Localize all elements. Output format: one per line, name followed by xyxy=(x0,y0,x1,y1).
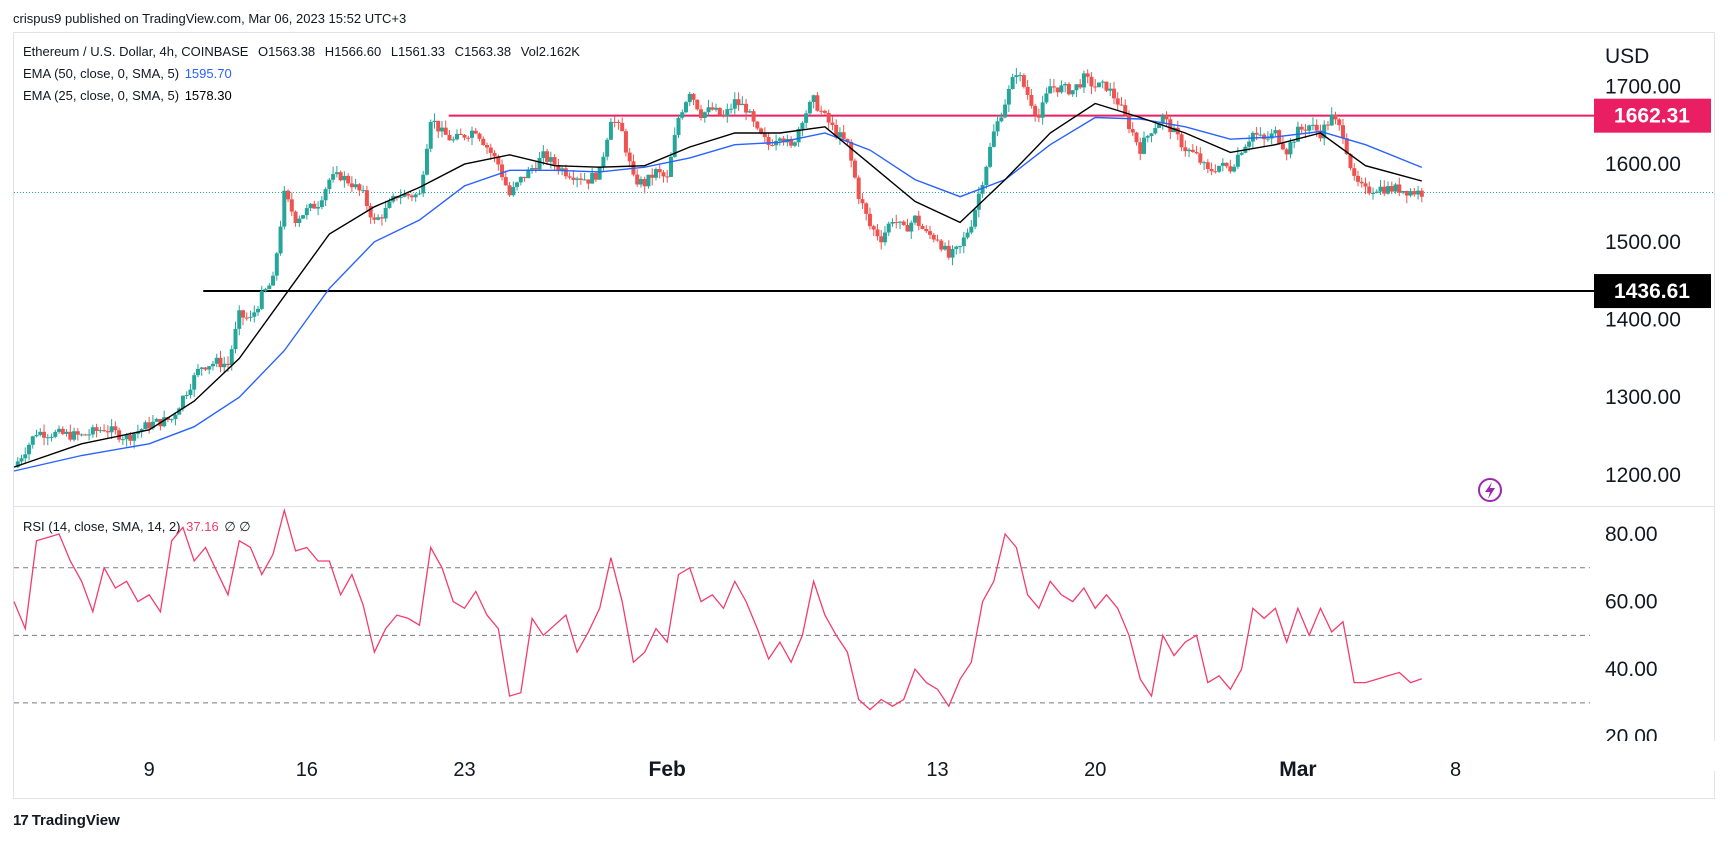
low-value: 1561.33 xyxy=(398,44,446,59)
symbol-legend: Ethereum / U.S. Dollar, 4h, COINBASE O15… xyxy=(23,42,580,62)
pane-divider[interactable] xyxy=(13,506,1715,507)
high-label: H xyxy=(324,44,335,59)
ema25-value: 1578.30 xyxy=(184,88,232,103)
close-label: C xyxy=(454,44,465,59)
ema25-legend[interactable]: EMA (25, close, 0, SMA, 5) 1578.30 xyxy=(23,86,232,106)
open-label: O xyxy=(258,44,269,59)
volume-label: Vol xyxy=(520,44,539,59)
rsi-label: RSI (14, close, SMA, 14, 2) xyxy=(23,519,181,534)
chart-frame xyxy=(13,32,1715,799)
open-value: 1563.38 xyxy=(268,44,316,59)
publish-attribution: crispus9 published on TradingView.com, M… xyxy=(13,11,407,26)
tradingview-logo-icon: 17 xyxy=(13,812,29,829)
volume-value: 2.162K xyxy=(538,44,580,59)
rsi-legend[interactable]: RSI (14, close, SMA, 14, 2) 37.16 ∅ ∅ xyxy=(23,517,251,537)
ema50-label: EMA (50, close, 0, SMA, 5) xyxy=(23,66,180,81)
ema25-label: EMA (25, close, 0, SMA, 5) xyxy=(23,88,180,103)
footer-brand[interactable]: 17 TradingView xyxy=(13,812,120,829)
ema50-legend[interactable]: EMA (50, close, 0, SMA, 5) 1595.70 xyxy=(23,64,232,84)
rsi-value: 37.16 xyxy=(186,519,219,534)
ema50-value: 1595.70 xyxy=(184,66,232,81)
brand-name: TradingView xyxy=(31,812,120,829)
symbol-title[interactable]: Ethereum / U.S. Dollar, 4h, COINBASE xyxy=(23,44,249,59)
low-label: L xyxy=(390,44,399,59)
rsi-extra: ∅ ∅ xyxy=(224,519,251,534)
high-value: 1566.60 xyxy=(334,44,382,59)
close-value: 1563.38 xyxy=(464,44,512,59)
